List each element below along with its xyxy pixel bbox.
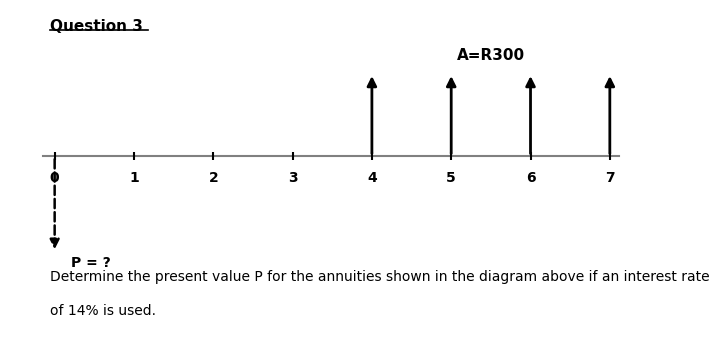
Text: 1: 1 [129, 171, 139, 185]
Text: 0: 0 [50, 171, 60, 185]
Text: 6: 6 [526, 171, 536, 185]
Text: 5: 5 [446, 171, 456, 185]
Text: 3: 3 [288, 171, 297, 185]
Text: P = ?: P = ? [71, 256, 110, 270]
Text: Determine the present value P for the annuities shown in the diagram above if an: Determine the present value P for the an… [50, 270, 710, 284]
Text: 2: 2 [208, 171, 218, 185]
Text: Question 3: Question 3 [50, 19, 143, 33]
Text: of 14% is used.: of 14% is used. [50, 304, 156, 318]
Text: A=R300: A=R300 [456, 48, 525, 63]
Text: 7: 7 [605, 171, 615, 185]
Text: 4: 4 [367, 171, 377, 185]
